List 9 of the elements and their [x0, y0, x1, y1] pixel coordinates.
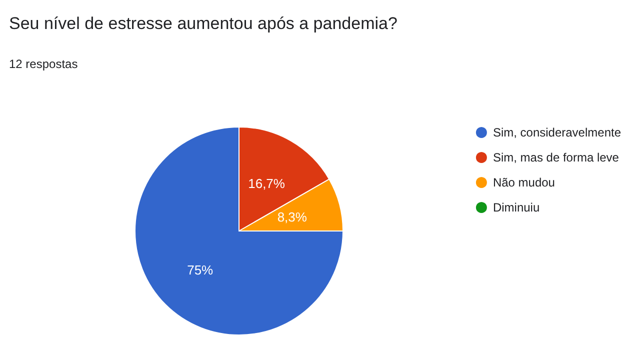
legend-label: Diminuiu: [492, 200, 540, 214]
chart-subtitle: 12 respostas: [9, 57, 78, 71]
legend-label: Sim, consideravelmente: [492, 126, 622, 140]
chart-title: Seu nível de estresse aumentou após a pandemia?: [9, 14, 398, 33]
data-label: 75%: [187, 262, 214, 278]
legend-label: Sim, mas de forma leve: [492, 150, 620, 164]
data-label: 8,3%: [277, 209, 308, 224]
legend-label: Não mudou: [492, 176, 555, 190]
data-label: 16,7%: [248, 176, 286, 191]
